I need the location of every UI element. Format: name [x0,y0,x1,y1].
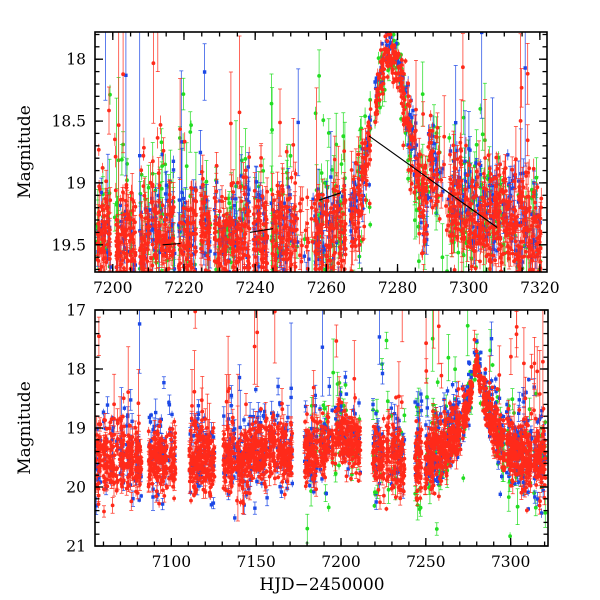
top-panel-ytick-label: 19 [66,174,86,192]
top-panel-model-curve [162,135,498,246]
top-panel-ytick-label: 18 [66,51,86,69]
bottom-panel-xtick-label: 7250 [406,553,445,571]
bottom-panel-ytick-label: 19 [66,420,86,438]
bottom-panel-xtick-label: 7300 [491,553,530,571]
top-panel-ticks [95,32,547,272]
top-panel-ytick-label: 19.5 [51,236,86,254]
bottom-panel-xtick-label: 7100 [152,553,191,571]
bottom-panel-xtick-label: 7200 [321,553,360,571]
bottom-panel-ytick-label: 20 [66,479,86,497]
bottom-panel-ytick-label: 18 [66,361,86,379]
bottom-panel-x-axis-label: HJD−2450000 [259,575,384,595]
bottom-panel-xtick-label: 7150 [236,553,275,571]
bottom-panel-ytick-label: 17 [66,302,86,320]
top-panel-xtick-label: 7240 [235,279,274,297]
top-panel-xtick-label: 7200 [93,279,132,297]
top-panel-xtick-label: 7260 [307,279,346,297]
top-panel-frame [94,31,548,273]
top-panel-xtick-label: 7280 [378,279,417,297]
bottom-panel: 7100 7150 7200 7250 7300 17 18 19 20 21 [66,302,549,571]
top-panel-xtick-label: 7220 [164,279,203,297]
top-panel-xtick-label: 7320 [520,279,559,297]
top-panel-ytick-label: 18.5 [51,113,86,131]
top-panel-y-axis-label: Magnitude [15,105,35,199]
top-panel-xtick-label: 7300 [449,279,488,297]
bottom-panel-ytick-label: 21 [66,538,86,556]
bottom-panel-ticks [95,309,548,547]
top-panel: 7200 7220 7240 7260 7280 7300 7320 18 18.5 19 19.5 [51,31,560,297]
bottom-panel-y-axis-label: Magnitude [15,381,35,475]
